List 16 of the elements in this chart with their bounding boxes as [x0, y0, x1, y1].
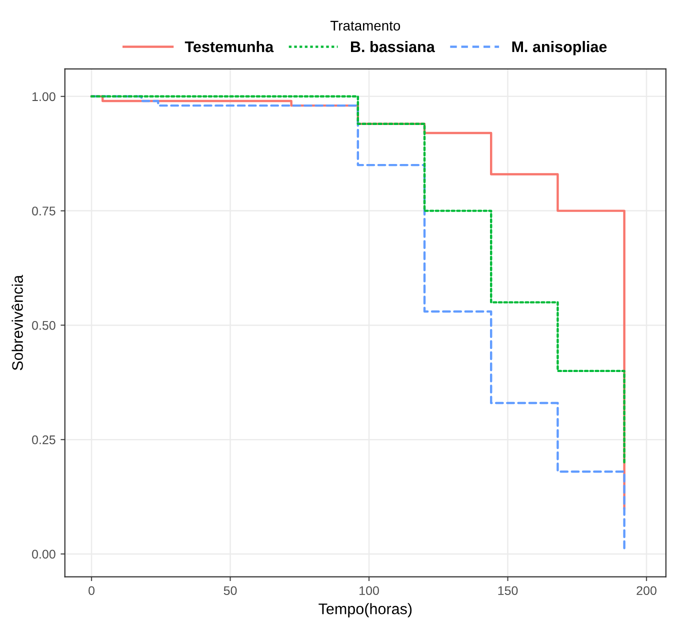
legend-label: M. anisopliae: [512, 40, 607, 56]
x-axis-title: Tempo(horas): [318, 603, 412, 618]
x-tick-label: 100: [360, 586, 379, 596]
y-tick-label: 1.00: [32, 92, 56, 102]
y-tick-label: 0.75: [32, 206, 56, 216]
x-tick-label: 150: [498, 586, 518, 596]
x-tick-label: 200: [636, 586, 656, 596]
legend-title: Tratamento: [330, 20, 400, 31]
y-tick-label: 0.25: [32, 435, 56, 444]
y-tick-label: 0.00: [32, 550, 56, 559]
y-axis-title: Sobrevivência: [12, 274, 23, 370]
y-tick-label: 0.50: [32, 320, 56, 330]
legend-label: B. bassiana: [350, 40, 435, 52]
x-tick-label: 0: [88, 586, 95, 596]
x-tick-label: 50: [224, 586, 237, 596]
legend-label: Testemunha: [184, 40, 274, 52]
